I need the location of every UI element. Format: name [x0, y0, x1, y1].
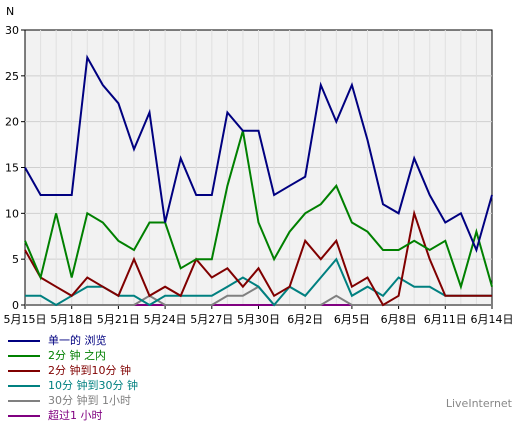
y-axis-label: N — [6, 5, 14, 18]
legend-item: 单一的 浏览 — [8, 333, 138, 348]
y-tick-label: 5 — [12, 253, 19, 266]
x-tick-label: 6月8日 — [381, 313, 417, 326]
y-tick-label: 15 — [5, 162, 19, 175]
legend-item: 2分 钟 之内 — [8, 348, 138, 363]
x-tick-label: 5月24日 — [144, 313, 187, 326]
legend-label: 超过1 小时 — [48, 409, 103, 422]
x-tick-label: 5月15日 — [4, 313, 47, 326]
legend: 单一的 浏览 2分 钟 之内 2分 钟到10分 钟 10分 钟到30分 钟 30分 钟到… — [8, 333, 138, 423]
legend-item: 10分 钟到30分 钟 — [8, 378, 138, 393]
legend-label: 30分 钟到 1小时 — [48, 394, 131, 407]
legend-label: 10分 钟到30分 钟 — [48, 379, 138, 392]
line-chart: 0 5 10 15 20 25 30 N 5月15日 5月18日 5月21日 5月24日 5月27日 5月… — [4, 5, 514, 326]
legend-item: 2分 钟到10分 钟 — [8, 363, 138, 378]
legend-swatch — [8, 369, 40, 372]
series-line — [24, 130, 493, 291]
x-tick-label: 6月2日 — [287, 313, 323, 326]
y-tick-label: 0 — [12, 299, 19, 312]
y-tick-label: 10 — [5, 207, 19, 220]
legend-label: 单一的 浏览 — [48, 334, 107, 347]
y-tick-label: 25 — [5, 70, 19, 83]
legend-swatch — [8, 354, 40, 357]
legend-item: 超过1 小时 — [8, 408, 138, 423]
x-tick-label: 6月14日 — [471, 313, 514, 326]
legend-label: 2分 钟到10分 钟 — [48, 364, 131, 377]
x-tick-label: 6月5日 — [334, 313, 370, 326]
legend-swatch — [8, 384, 40, 387]
series-line — [24, 54, 493, 254]
x-tick-label: 6月11日 — [424, 313, 467, 326]
series-line — [24, 209, 492, 307]
x-tick-label: 5月30日 — [237, 313, 280, 326]
legend-swatch — [8, 339, 40, 342]
legend-swatch — [8, 399, 40, 402]
legend-swatch — [8, 414, 40, 417]
legend-item: 30分 钟到 1小时 — [8, 393, 138, 408]
x-tick-label: 5月27日 — [190, 313, 233, 326]
footer-brand: LiveInternet — [445, 397, 512, 410]
x-tick-label: 5月21日 — [97, 313, 140, 326]
y-tick-label: 20 — [5, 116, 19, 129]
legend-label: 2分 钟 之内 — [48, 349, 106, 362]
x-tick-label: 5月18日 — [50, 313, 93, 326]
y-tick-label: 30 — [5, 24, 19, 37]
